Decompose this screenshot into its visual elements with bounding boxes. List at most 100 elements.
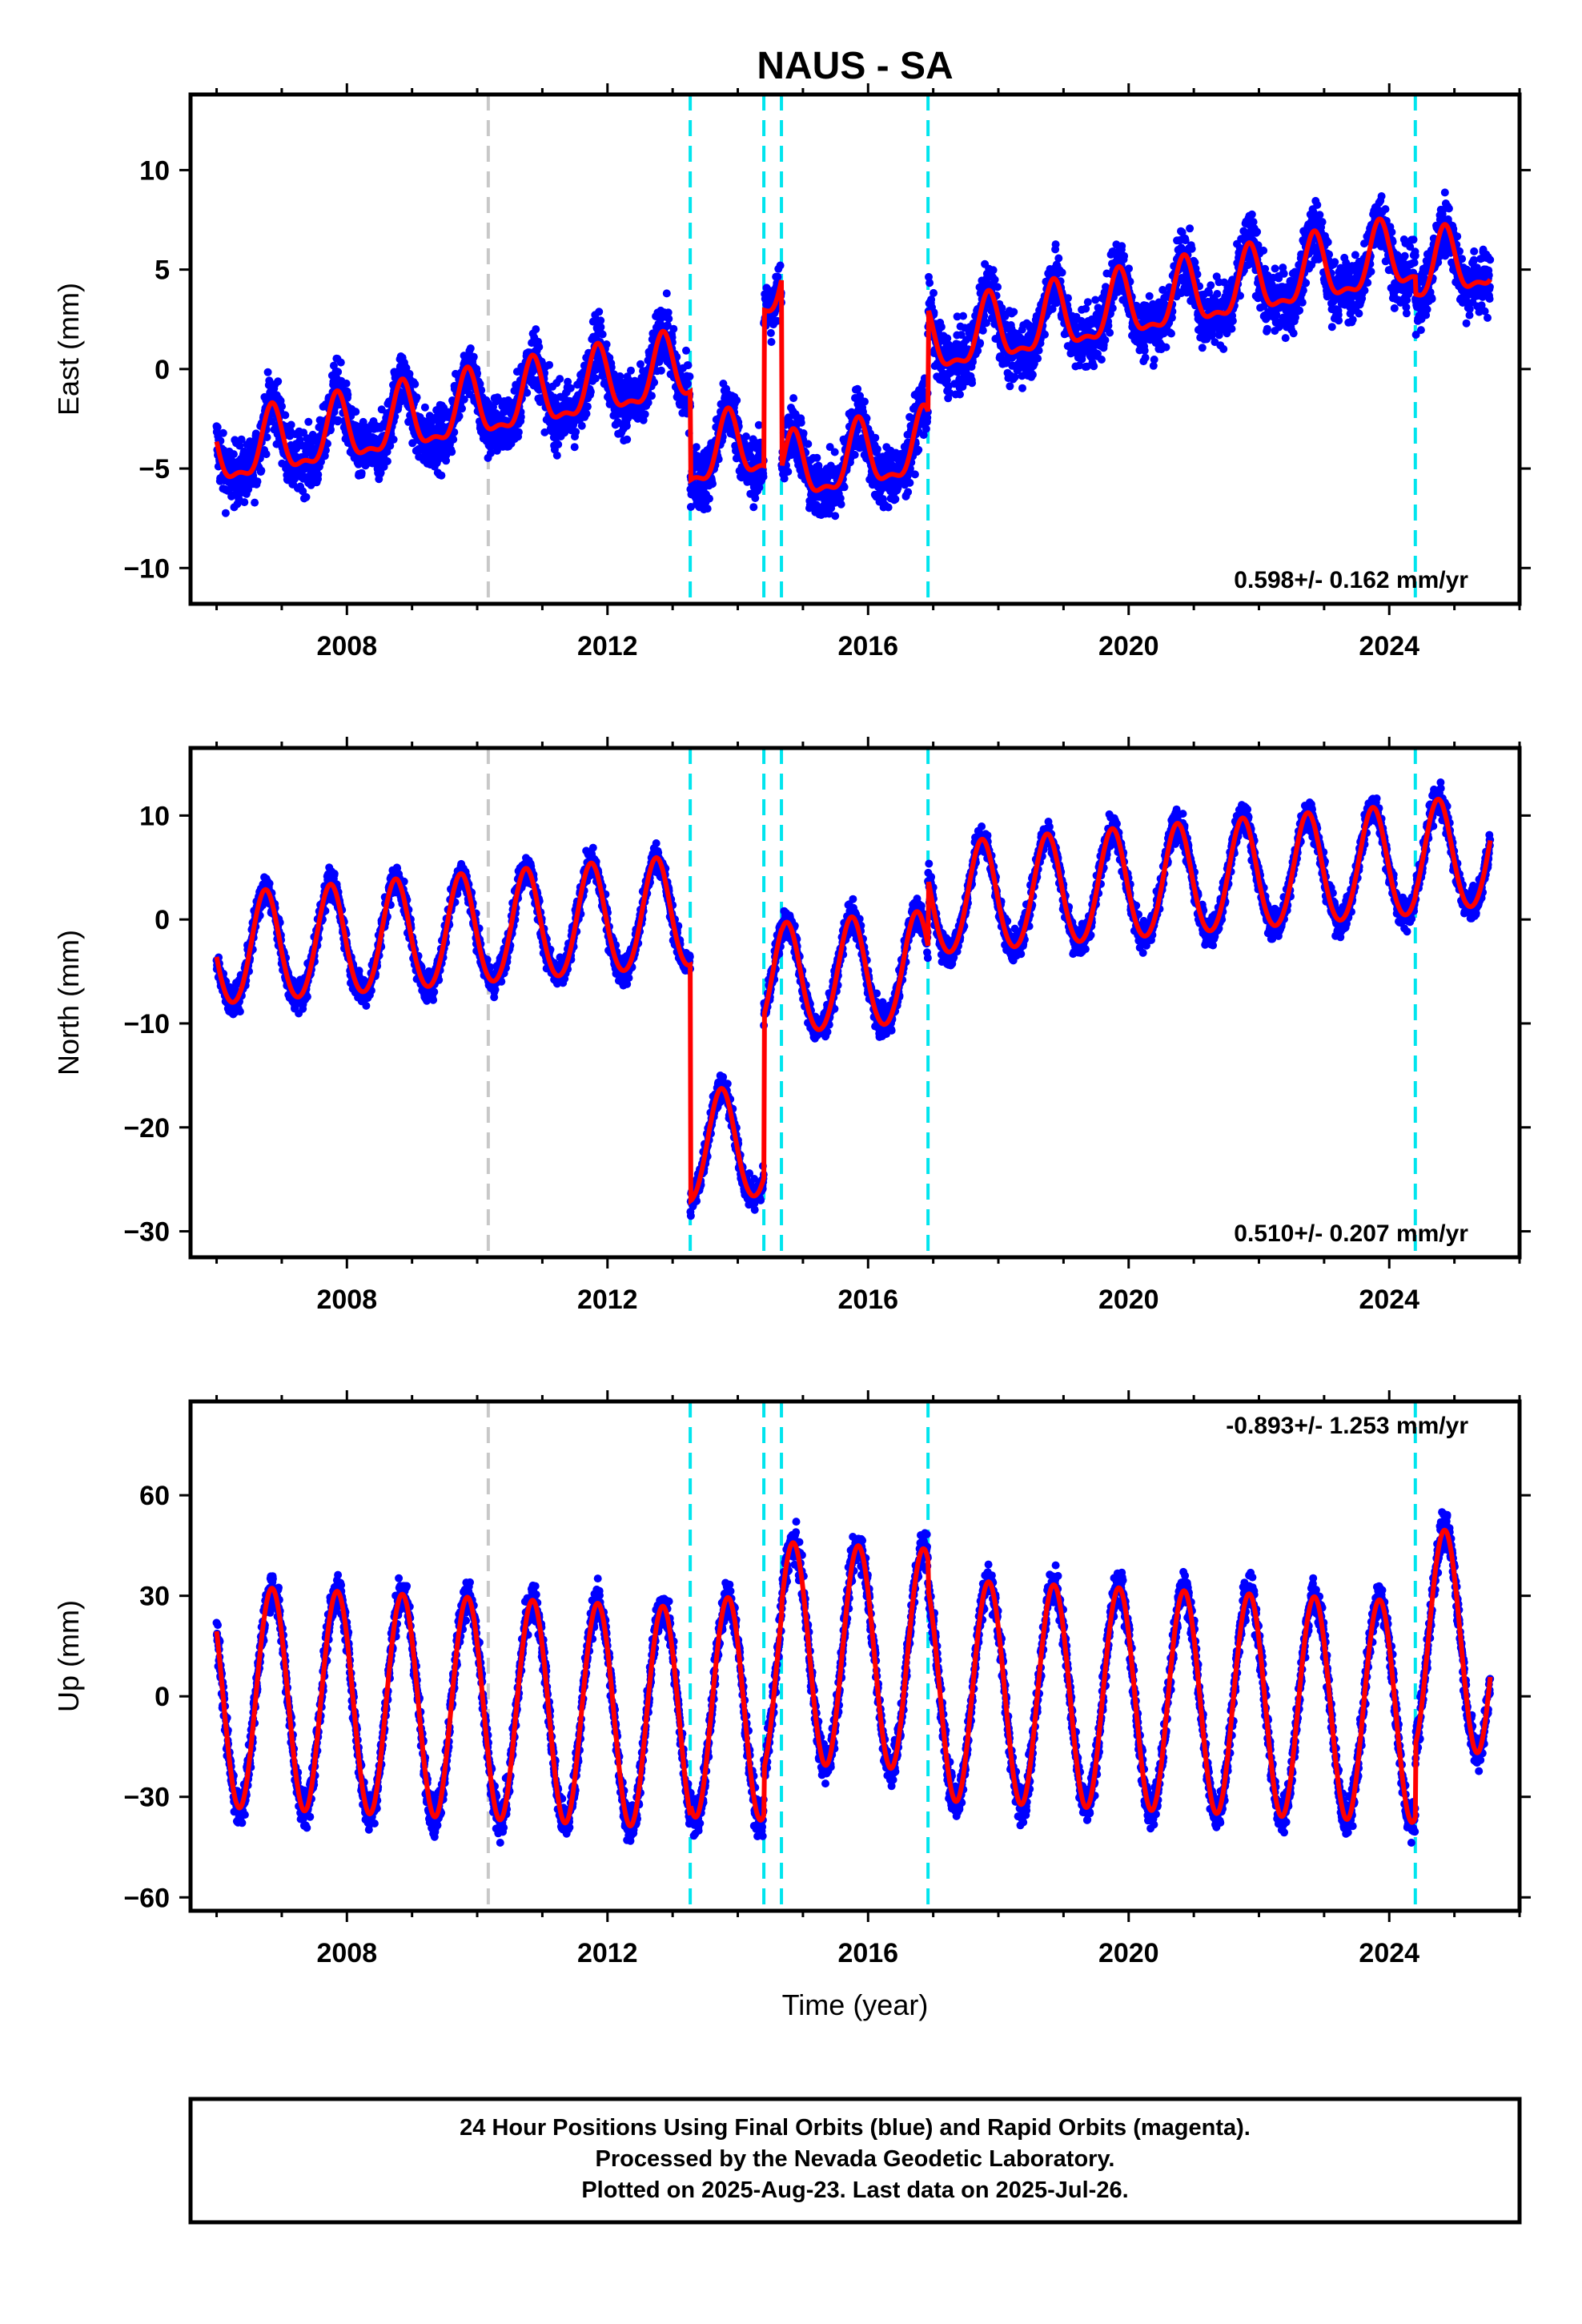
data-point: [262, 450, 271, 459]
data-point: [514, 428, 523, 436]
data-point: [1034, 346, 1043, 355]
data-point: [1120, 251, 1129, 260]
data-point: [1101, 336, 1110, 344]
data-point: [1028, 370, 1037, 379]
data-point: [229, 450, 238, 459]
data-point: [586, 388, 595, 396]
data-point: [516, 412, 525, 421]
data-point: [831, 512, 840, 521]
data-point: [302, 493, 311, 501]
data-point: [1167, 329, 1175, 338]
data-point: [263, 368, 272, 376]
data-point: [910, 470, 919, 479]
data-point: [1213, 290, 1222, 298]
data-point: [989, 266, 998, 275]
data-point: [662, 289, 671, 298]
data-point: [1227, 324, 1236, 333]
data-point: [237, 435, 246, 444]
data-point: [263, 433, 271, 441]
data-point: [322, 446, 330, 455]
data-point: [644, 398, 652, 407]
data-point: [265, 376, 274, 385]
data-point: [773, 272, 782, 281]
data-point: [334, 416, 343, 424]
data-point: [1091, 296, 1100, 304]
data-point: [583, 402, 592, 411]
data-point: [685, 372, 694, 381]
data-point: [861, 397, 869, 406]
data-point: [486, 448, 495, 457]
data-point: [1247, 210, 1256, 219]
data-point: [930, 288, 938, 297]
data-point: [572, 428, 580, 436]
data-point: [598, 330, 607, 339]
data-point: [545, 360, 554, 369]
data-point: [376, 468, 385, 477]
data-point: [278, 402, 286, 411]
data-point: [904, 488, 913, 497]
data-point: [648, 392, 656, 400]
data-point: [776, 261, 785, 270]
data-point: [1228, 316, 1237, 325]
data-point: [420, 403, 429, 412]
data-point: [623, 435, 632, 444]
data-point: [1318, 218, 1327, 227]
data-point: [1331, 258, 1339, 267]
data-point: [213, 423, 222, 432]
data-point: [797, 418, 805, 427]
data-point: [1018, 384, 1026, 392]
data-point: [577, 421, 586, 430]
data-point: [1083, 298, 1092, 307]
data-point: [437, 471, 446, 480]
data-point: [1259, 246, 1268, 255]
data-point: [1006, 382, 1014, 391]
data-point: [1141, 353, 1150, 362]
data-point: [602, 340, 611, 348]
data-point: [1263, 324, 1271, 333]
data-point: [556, 375, 564, 384]
data-point: [596, 323, 605, 332]
data-point: [540, 428, 549, 436]
data-point: [682, 346, 690, 355]
data-point: [1219, 344, 1228, 353]
data-point: [830, 448, 839, 456]
data-point: [389, 435, 398, 444]
data-point: [314, 470, 323, 479]
data-point: [1106, 328, 1114, 337]
data-point: [1279, 269, 1288, 278]
data-point: [937, 323, 946, 332]
data-point: [253, 477, 262, 486]
data-point: [1186, 224, 1195, 233]
data-point: [1281, 334, 1290, 343]
data-point: [914, 445, 923, 454]
data-point: [523, 388, 532, 397]
data-point: [1145, 292, 1154, 300]
data-point: [749, 503, 758, 512]
data-point: [411, 380, 420, 388]
data-point: [1051, 240, 1060, 249]
data-point: [766, 328, 775, 337]
data-point: [1295, 306, 1304, 315]
data-point: [669, 324, 678, 333]
data-point: [334, 368, 343, 376]
data-point: [650, 378, 659, 387]
data-point: [616, 372, 624, 380]
data-point: [219, 428, 227, 437]
data-point: [1253, 227, 1262, 236]
data-point: [412, 393, 421, 402]
data-point: [323, 440, 331, 448]
data-point: [1118, 242, 1126, 251]
data-point: [449, 435, 458, 444]
data-point: [627, 366, 635, 375]
data-point: [1108, 304, 1117, 312]
data-point: [994, 283, 1002, 292]
data-point: [1140, 346, 1149, 355]
data-point: [684, 361, 693, 370]
data-point: [469, 352, 478, 361]
data-point: [1034, 354, 1042, 363]
data-point: [402, 364, 411, 372]
data-point: [570, 443, 579, 452]
data-point: [853, 384, 862, 393]
